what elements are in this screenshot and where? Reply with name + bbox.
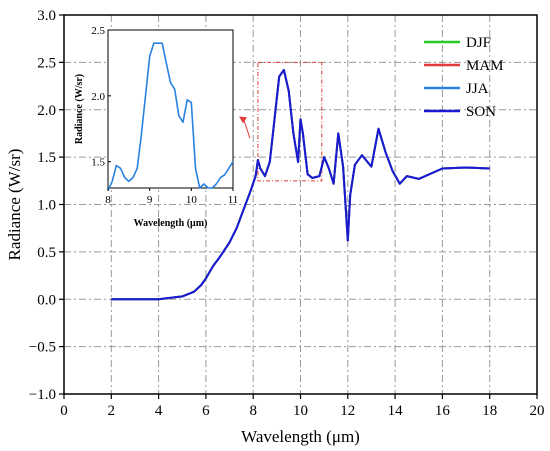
inset-x-tick-label: 11 (228, 194, 239, 206)
inset-x-tick-label: 9 (147, 194, 153, 206)
x-tick-label: 10 (293, 403, 308, 419)
inset-y-tick-label: 2.5 (91, 25, 105, 37)
y-tick-label: 3.0 (37, 8, 56, 24)
y-axis-title: Radiance (W/sr) (5, 149, 24, 261)
axis-ticks: 0 2 4 6 8 10 12 14 16 18 20 −1.0 −0.5 0.0 0.5 1.0 1.5 2.0… (29, 8, 545, 419)
inset-y-axis-title: Radiance (W/sr) (74, 74, 85, 144)
legend-label-son: SON (466, 104, 496, 120)
x-tick-label: 14 (388, 403, 404, 419)
y-tick-label: 1.0 (37, 198, 56, 214)
x-tick-label: 2 (108, 403, 116, 419)
zoom-indicator (239, 61, 323, 182)
legend-label-djf: DJF (466, 35, 491, 51)
inset-frame (107, 29, 234, 189)
y-tick-label: 0.5 (37, 245, 56, 261)
legend-label-mam: MAM (466, 58, 504, 74)
legend: DJF MAM JJA SON (424, 35, 504, 120)
zoom-arrowhead (239, 116, 248, 124)
inset-series-line (107, 42, 234, 191)
x-tick-label: 20 (530, 403, 545, 419)
y-tick-label: 2.0 (37, 103, 56, 119)
inset-x-axis-title: Wavelength (μm) (134, 218, 208, 229)
x-tick-label: 16 (435, 403, 451, 419)
zoom-box (257, 61, 323, 182)
y-tick-label: 2.5 (37, 55, 56, 71)
legend-label-jja: JJA (466, 81, 489, 97)
y-tick-label: −1.0 (29, 387, 56, 403)
inset-x-tick-label: 10 (186, 194, 198, 206)
inset-x-tick-label: 8 (105, 194, 111, 206)
x-tick-label: 18 (482, 403, 497, 419)
series-lines (111, 69, 490, 301)
inset-y-tick-label: 1.5 (91, 157, 105, 169)
y-tick-label: 0.0 (37, 292, 56, 308)
series-line-son (111, 69, 490, 301)
x-tick-label: 12 (340, 403, 355, 419)
x-tick-label: 0 (60, 403, 68, 419)
x-axis-title: Wavelength (μm) (241, 427, 360, 446)
inset-plot: 8 9 10 11 1.5 2.0 2.5 Wavelength (μm) Radiance (… (74, 25, 238, 229)
y-tick-label: −0.5 (29, 340, 56, 356)
inset-y-tick-label: 2.0 (91, 91, 105, 103)
y-tick-label: 1.5 (37, 150, 56, 166)
x-tick-label: 4 (155, 403, 163, 419)
x-tick-label: 6 (202, 403, 210, 419)
x-tick-label: 8 (249, 403, 257, 419)
zoom-arrow (243, 120, 251, 139)
